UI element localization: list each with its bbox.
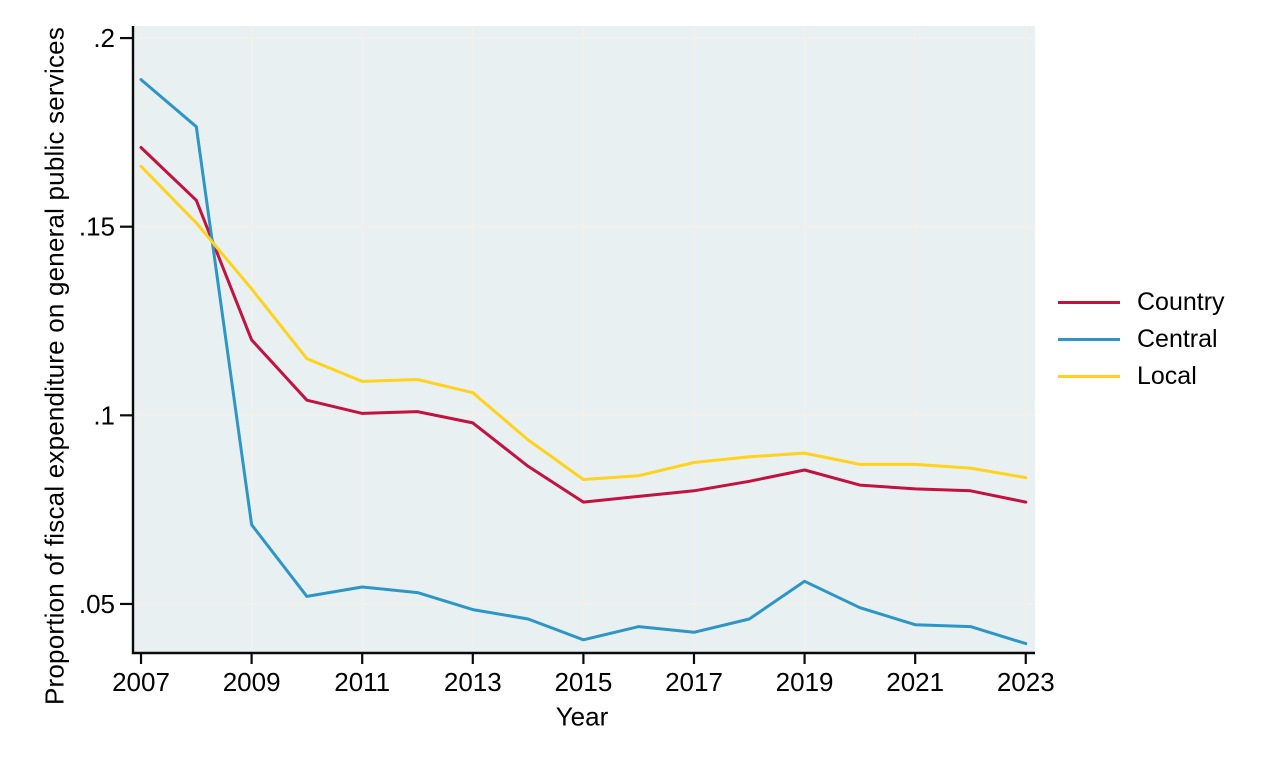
x-tick-label: 2017 — [665, 667, 723, 697]
legend-item-central: Central — [1058, 321, 1225, 358]
y-tick-label: .1 — [93, 400, 115, 430]
legend-label-central: Central — [1137, 325, 1218, 353]
x-axis-title: Year — [555, 701, 609, 732]
x-tick-label: 2021 — [886, 667, 944, 697]
x-tick-label: 2011 — [334, 667, 390, 697]
legend-line-country — [1058, 301, 1120, 304]
legend-label-local: Local — [1137, 362, 1197, 390]
series-line-country — [139, 146, 1028, 504]
legend-item-local: Local — [1058, 358, 1225, 395]
legend-item-country: Country — [1058, 284, 1225, 321]
x-tick-label: 2013 — [444, 667, 502, 697]
y-tick-label: .15 — [79, 212, 115, 242]
y-tick-label: .05 — [79, 589, 115, 619]
legend-line-central — [1058, 338, 1120, 341]
legend-label-country: Country — [1137, 288, 1225, 316]
x-tick-label: 2023 — [997, 667, 1055, 697]
legend: Country Central Local — [1058, 284, 1225, 395]
legend-line-local — [1058, 375, 1120, 378]
y-tick-label: .2 — [93, 23, 115, 53]
x-tick-label: 2007 — [112, 667, 170, 697]
x-tick-label: 2009 — [223, 667, 281, 697]
x-tick-label: 2019 — [776, 667, 834, 697]
y-axis-title: Proportion of fiscal expenditure on gene… — [39, 26, 70, 706]
series-line-central — [139, 78, 1028, 646]
x-tick-label: 2015 — [554, 667, 612, 697]
series-line-local — [139, 164, 1028, 481]
